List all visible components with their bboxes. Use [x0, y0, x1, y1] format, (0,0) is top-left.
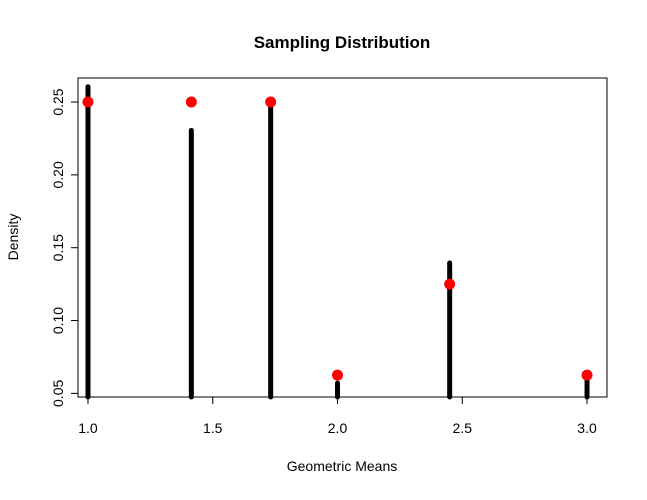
y-axis-label: Density — [5, 214, 21, 261]
x-tick-label: 1.5 — [203, 420, 223, 436]
spikes-layer — [85, 84, 590, 400]
y-tick-label: 0.20 — [50, 161, 66, 188]
points-layer — [82, 96, 593, 381]
probability-point — [82, 96, 94, 108]
plot-frame — [77, 77, 608, 398]
y-tick-label: 0.15 — [50, 234, 66, 261]
probability-point — [332, 369, 344, 381]
y-axis: 0.05 0.10 0.15 0.20 0.25 — [50, 88, 79, 407]
x-axis: 1.0 1.5 2.0 2.5 3.0 — [78, 396, 597, 436]
probability-point — [444, 278, 456, 290]
chart-title: Sampling Distribution — [254, 33, 431, 52]
x-tick-label: 3.0 — [577, 420, 597, 436]
x-tick-label: 2.0 — [328, 420, 348, 436]
y-tick-label: 0.05 — [50, 380, 66, 407]
probability-point — [265, 96, 277, 108]
x-axis-label: Geometric Means — [287, 458, 397, 474]
probability-point — [581, 369, 593, 381]
probability-point — [185, 96, 197, 108]
y-tick-label: 0.25 — [50, 88, 66, 115]
x-tick-label: 2.5 — [453, 420, 473, 436]
x-tick-label: 1.0 — [78, 420, 98, 436]
y-tick-label: 0.10 — [50, 307, 66, 334]
